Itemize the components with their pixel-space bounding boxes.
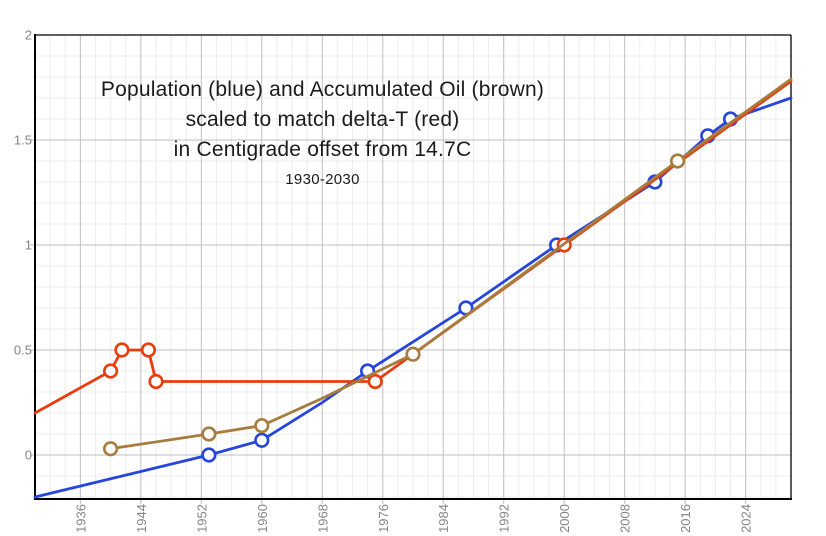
- x-axis-tick-label: 1992: [497, 504, 512, 533]
- x-axis-tick-label: 1968: [315, 504, 330, 533]
- y-axis-tick-label: 0: [25, 448, 32, 463]
- x-axis-tick-label: 2016: [678, 504, 693, 533]
- y-axis-tick-label: 0.5: [14, 343, 32, 358]
- x-axis-tick-label: 2000: [557, 504, 572, 533]
- x-axis-tick-label: 1960: [255, 504, 270, 533]
- data-point-marker-red: [114, 342, 130, 358]
- data-point-marker-red: [102, 363, 119, 379]
- x-axis-tick-label: 1952: [194, 504, 209, 533]
- data-point-marker-red: [140, 342, 156, 358]
- data-point-marker-brown: [254, 418, 270, 434]
- x-axis-tick-label: 1976: [376, 504, 391, 533]
- x-axis-tick-label: 1944: [134, 504, 149, 533]
- y-axis-tick-label: 2: [25, 28, 32, 43]
- x-axis-tick-label: 1936: [73, 504, 88, 533]
- y-axis-tick-label: 1.5: [14, 133, 32, 148]
- data-point-marker-brown: [669, 153, 686, 169]
- data-point-marker-red: [148, 373, 164, 390]
- data-point-marker-brown: [405, 346, 421, 362]
- x-axis-tick-label: 1984: [436, 504, 451, 533]
- series-line-brown: [109, 77, 793, 451]
- data-point-marker-blue: [201, 447, 217, 463]
- data-point-marker-blue: [254, 432, 270, 448]
- x-axis-tick-label: 2008: [618, 504, 633, 533]
- data-point-marker-brown: [201, 426, 217, 442]
- data-point-marker-red: [367, 373, 383, 390]
- data-point-marker-brown: [102, 441, 119, 457]
- y-axis-tick-label: 1: [25, 238, 32, 253]
- x-axis-tick-label: 2024: [739, 504, 754, 533]
